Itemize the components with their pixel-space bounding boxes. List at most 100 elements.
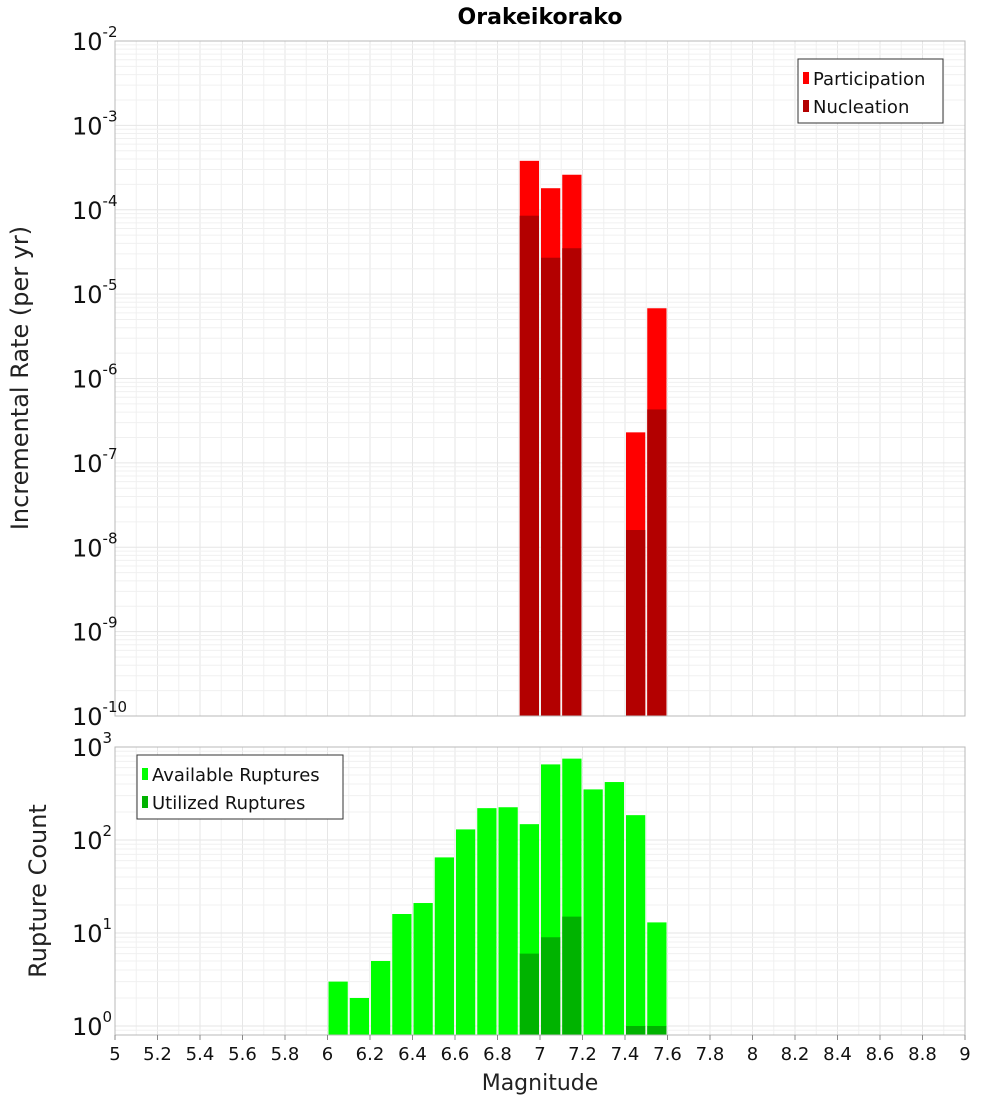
bottom-y-axis-label: Rupture Count <box>24 804 52 978</box>
legend-swatch <box>803 100 809 112</box>
chart-title: Orakeikorako <box>458 5 623 30</box>
y-tick-exponent: 0 <box>103 1008 113 1026</box>
y-tick-exponent: 3 <box>103 729 113 747</box>
legend-swatch <box>803 72 809 84</box>
y-tick-exponent: -7 <box>103 445 118 463</box>
y-tick-exponent: -3 <box>103 107 118 125</box>
y-tick-exponent: 2 <box>103 822 113 840</box>
y-tick-base: 10 <box>72 450 103 478</box>
y-tick-base: 10 <box>72 366 103 394</box>
x-tick-label: 7 <box>534 1044 545 1065</box>
y-tick-label: 103 <box>72 729 112 762</box>
x-tick-label: 6.2 <box>356 1044 385 1065</box>
bottom-bar-available-ruptures <box>328 981 348 1035</box>
top-bar-nucleation <box>626 530 646 716</box>
bottom-bar-available-ruptures <box>413 903 433 1035</box>
bottom-bar-available-ruptures <box>647 922 667 1035</box>
top-bar-nucleation <box>562 248 582 717</box>
y-tick-exponent: 1 <box>103 915 113 933</box>
y-tick-label: 10-5 <box>72 276 118 309</box>
x-tick-label: 5.4 <box>186 1044 215 1065</box>
bottom-bar-utilized-ruptures <box>541 937 561 1035</box>
legend-swatch <box>142 796 148 808</box>
y-tick-label: 100 <box>72 1008 112 1041</box>
bottom-bar-available-ruptures <box>477 808 497 1035</box>
x-tick-label: 9 <box>959 1044 970 1065</box>
x-tick-label: 8 <box>747 1044 758 1065</box>
top-bar-nucleation <box>519 215 539 717</box>
y-tick-exponent: -9 <box>103 614 118 632</box>
y-tick-exponent: -6 <box>103 361 118 379</box>
legend-label: Participation <box>813 69 925 90</box>
y-tick-base: 10 <box>72 28 103 56</box>
x-tick-label: 6.4 <box>398 1044 427 1065</box>
x-tick-label: 8.2 <box>781 1044 810 1065</box>
top-panel: 10-210-310-410-510-610-710-810-910-10 In… <box>6 23 966 731</box>
bottom-bar-available-ruptures <box>392 914 412 1035</box>
y-tick-base: 10 <box>72 281 103 309</box>
y-tick-label: 102 <box>72 822 112 855</box>
y-tick-label: 10-4 <box>72 192 118 225</box>
y-tick-base: 10 <box>72 734 103 762</box>
y-tick-base: 10 <box>72 534 103 562</box>
x-axis-label: Magnitude <box>482 1071 599 1096</box>
bottom-bar-available-ruptures <box>434 857 454 1035</box>
top-grid <box>114 40 966 717</box>
top-y-ticks: 10-210-310-410-510-610-710-810-910-10 <box>72 23 127 731</box>
y-tick-exponent: -5 <box>103 276 118 294</box>
top-y-axis-label: Incremental Rate (per yr) <box>6 226 34 530</box>
x-tick-label: 5 <box>109 1044 120 1065</box>
top-bars <box>519 160 667 717</box>
x-tick-label: 8.8 <box>908 1044 937 1065</box>
y-tick-exponent: -2 <box>103 23 118 41</box>
y-tick-label: 10-2 <box>72 23 118 56</box>
y-tick-base: 10 <box>72 619 103 647</box>
bottom-legend: Available Ruptures Utilized Ruptures <box>136 754 344 820</box>
y-tick-label: 10-6 <box>72 361 118 394</box>
y-tick-label: 10-10 <box>72 698 127 731</box>
top-legend: Participation Nucleation <box>797 58 944 124</box>
top-bar-nucleation <box>647 409 667 716</box>
legend-box <box>797 58 944 124</box>
x-tick-label: 6.8 <box>483 1044 512 1065</box>
y-tick-base: 10 <box>72 920 103 948</box>
bottom-bar-available-ruptures <box>583 789 603 1035</box>
bottom-bar-available-ruptures <box>371 960 391 1035</box>
y-tick-exponent: -4 <box>103 192 118 210</box>
x-tick-label: 7.6 <box>653 1044 682 1065</box>
bottom-bar-utilized-ruptures <box>626 1025 646 1035</box>
y-tick-label: 10-8 <box>72 529 118 562</box>
bottom-bars <box>328 758 667 1035</box>
top-plot-frame <box>114 40 966 717</box>
bottom-grid <box>114 746 966 1036</box>
y-tick-exponent: -8 <box>103 529 118 547</box>
y-tick-exponent: -10 <box>103 698 128 716</box>
x-tick-label: 5.2 <box>143 1044 172 1065</box>
x-tick-label: 6 <box>322 1044 333 1065</box>
y-tick-label: 101 <box>72 915 112 948</box>
y-tick-label: 10-9 <box>72 614 118 647</box>
legend-label: Available Ruptures <box>152 765 320 786</box>
x-tick-label: 5.8 <box>271 1044 300 1065</box>
legend-label: Utilized Ruptures <box>152 793 305 814</box>
x-tick-label: 7.4 <box>611 1044 640 1065</box>
top-bar-nucleation <box>541 257 561 716</box>
x-tick-label: 7.2 <box>568 1044 597 1065</box>
x-tick-label: 5.6 <box>228 1044 257 1065</box>
y-tick-base: 10 <box>72 703 103 731</box>
y-tick-base: 10 <box>72 1013 103 1041</box>
legend-swatch <box>142 768 148 780</box>
x-tick-label: 6.6 <box>441 1044 470 1065</box>
bottom-bar-available-ruptures <box>456 829 476 1035</box>
y-tick-label: 10-3 <box>72 107 118 140</box>
bottom-bar-available-ruptures <box>498 807 518 1035</box>
bottom-bar-available-ruptures <box>604 782 624 1035</box>
x-ticks: 5 5.2 5.4 5.6 5.8 6 6.2 6.4 6.6 6.8 7 7.2 7.4 7.6 7.8 8… <box>109 1035 971 1065</box>
bottom-bar-available-ruptures <box>626 815 646 1035</box>
y-tick-base: 10 <box>72 112 103 140</box>
y-tick-label: 10-7 <box>72 445 118 478</box>
x-tick-label: 8.4 <box>823 1044 852 1065</box>
